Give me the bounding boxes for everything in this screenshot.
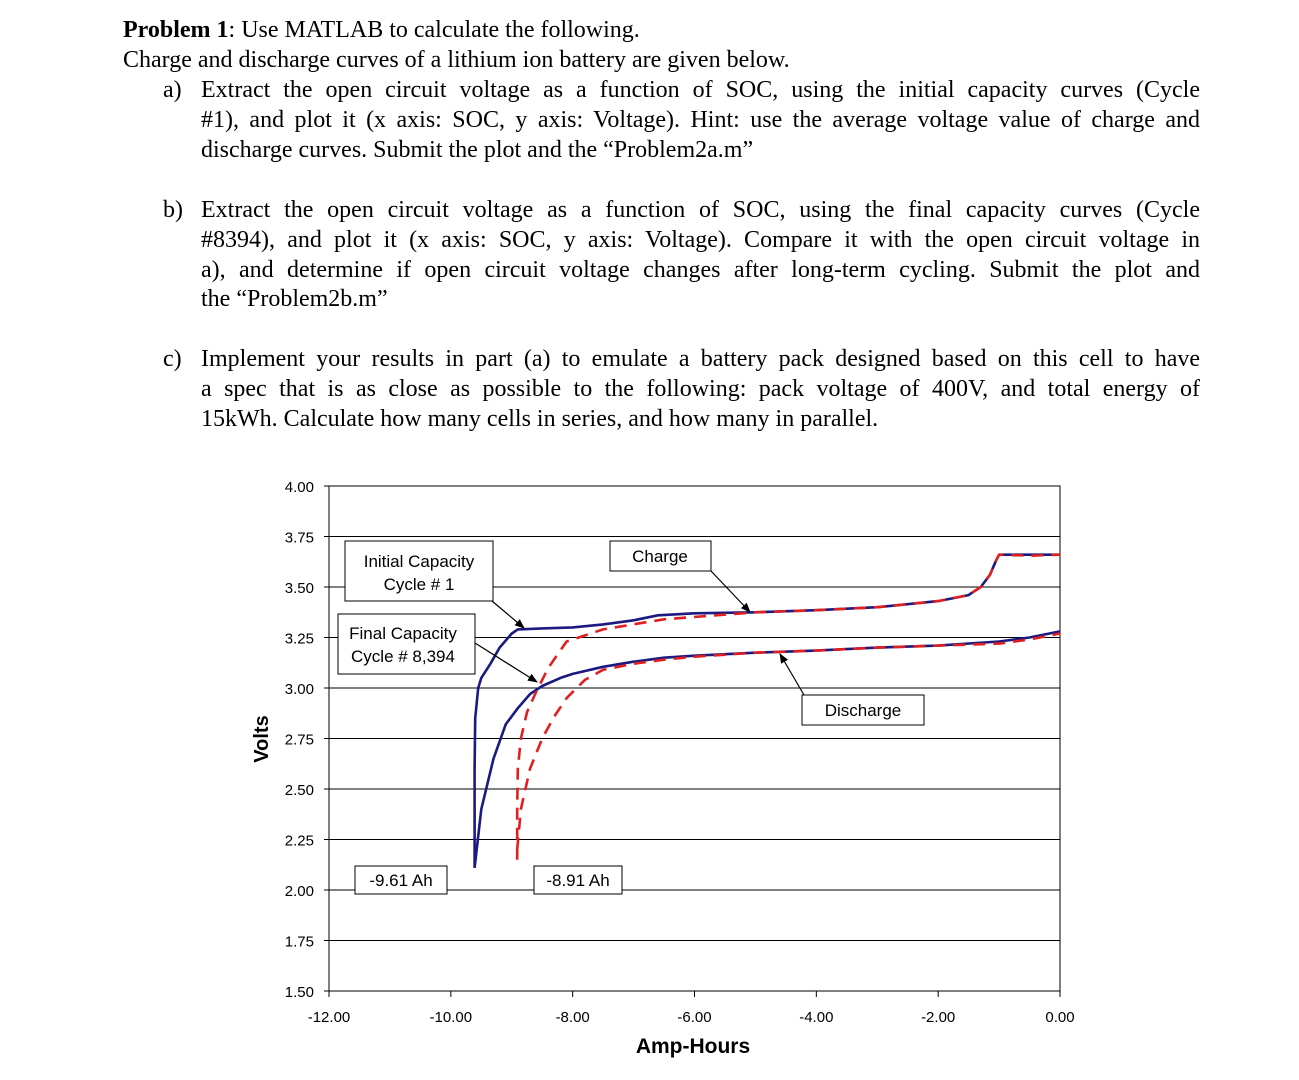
x-tick-label: -12.00 <box>308 1009 351 1026</box>
annotation-initial-end-capacity-label: -9.61 Ah <box>369 871 432 890</box>
y-tick-label: 2.75 <box>285 732 314 749</box>
initial-capacity-leader <box>491 600 525 629</box>
y-tick-label: 4.00 <box>285 479 314 496</box>
part-b-line-2: #8394), and plot it (x axis: SOC, y axis… <box>201 227 1200 253</box>
series-line-1-solid <box>473 553 1060 868</box>
x-tick-label: -2.00 <box>921 1009 955 1026</box>
series-line-2-solid <box>473 630 1061 868</box>
part-c-marker: c) <box>163 346 182 372</box>
annotation-initial-end-capacity: -9.61 Ah <box>354 865 448 895</box>
annotation-charge: Charge <box>609 540 712 572</box>
x-tick-label: -6.00 <box>677 1009 711 1026</box>
part-b-line-4: the “Problem2b.m” <box>201 286 388 312</box>
problem-heading: Problem 1: Use MATLAB to calculate the f… <box>123 15 640 45</box>
annotation-initial-capacity: Initial Capacity Cycle # 1 <box>344 540 494 602</box>
x-axis-title: Amp-Hours <box>636 1035 750 1058</box>
y-tick-label: 3.50 <box>285 580 314 597</box>
annotation-initial-capacity-line-1: Initial Capacity <box>364 552 475 571</box>
series-line-4-dashed <box>515 632 1061 850</box>
y-tick-label: 2.25 <box>285 833 314 850</box>
y-tick-label: 3.25 <box>285 631 314 648</box>
part-a-line-3: discharge curves. Submit the plot and th… <box>201 137 754 163</box>
annotation-discharge: Discharge <box>801 694 925 726</box>
part-a-line-1: Extract the open circuit voltage as a fu… <box>201 77 1200 103</box>
problem-heading-rest: : Use MATLAB to calculate the following. <box>228 17 640 43</box>
annotation-final-capacity: Final Capacity Cycle # 8,394 <box>337 613 476 675</box>
problem-heading-bold: Problem 1 <box>123 17 229 43</box>
annotation-final-capacity-line-2: Cycle # 8,394 <box>351 647 455 666</box>
x-tick-label: -8.00 <box>556 1009 590 1026</box>
part-b-line-3: a), and determine if open circuit voltag… <box>201 257 1200 283</box>
chart-series <box>473 553 1061 868</box>
series-line-3-dashed <box>515 553 1061 860</box>
part-c-line-3: 15kWh. Calculate how many cells in serie… <box>201 406 879 432</box>
y-tick-label: 3.00 <box>285 681 314 698</box>
x-tick-label: 0.00 <box>1045 1009 1074 1026</box>
y-tick-label: 2.00 <box>285 883 314 900</box>
plot-area-frame <box>328 485 1061 992</box>
annotation-charge-label: Charge <box>632 547 688 566</box>
x-tick-label: -4.00 <box>799 1009 833 1026</box>
charge-leader <box>710 570 751 613</box>
y-tick-label: 1.50 <box>285 984 314 1001</box>
part-a-line-2: #1), and plot it (x axis: SOC, y axis: V… <box>201 107 1200 133</box>
axis-tick-labels: 4.00 3.75 3.50 3.25 3.00 2.75 2.50 2.25 2.00 1.75… <box>285 479 1075 1026</box>
final-capacity-leader <box>474 642 538 683</box>
y-axis-title: Volts <box>251 715 273 762</box>
y-tick-label: 2.50 <box>285 782 314 799</box>
annotation-final-end-capacity-label: -8.91 Ah <box>546 871 609 890</box>
problem-intro: Charge and discharge curves of a lithium… <box>123 47 790 73</box>
part-c-line-2: a spec that is as close as possible to t… <box>201 376 1200 402</box>
annotation-initial-capacity-line-2: Cycle # 1 <box>384 575 455 594</box>
x-tick-label: -10.00 <box>430 1009 473 1026</box>
discharge-leader <box>779 653 805 696</box>
annotation-final-capacity-line-1: Final Capacity <box>349 624 457 643</box>
y-tick-label: 3.75 <box>285 530 314 547</box>
annotation-final-end-capacity: -8.91 Ah <box>533 865 623 895</box>
part-a-marker: a) <box>163 77 182 103</box>
part-c-line-1: Implement your results in part (a) to em… <box>201 346 1200 372</box>
part-b-marker: b) <box>163 197 183 223</box>
y-tick-label: 1.75 <box>285 934 314 951</box>
annotation-discharge-label: Discharge <box>825 701 902 720</box>
part-b-line-1: Extract the open circuit voltage as a fu… <box>201 197 1200 223</box>
